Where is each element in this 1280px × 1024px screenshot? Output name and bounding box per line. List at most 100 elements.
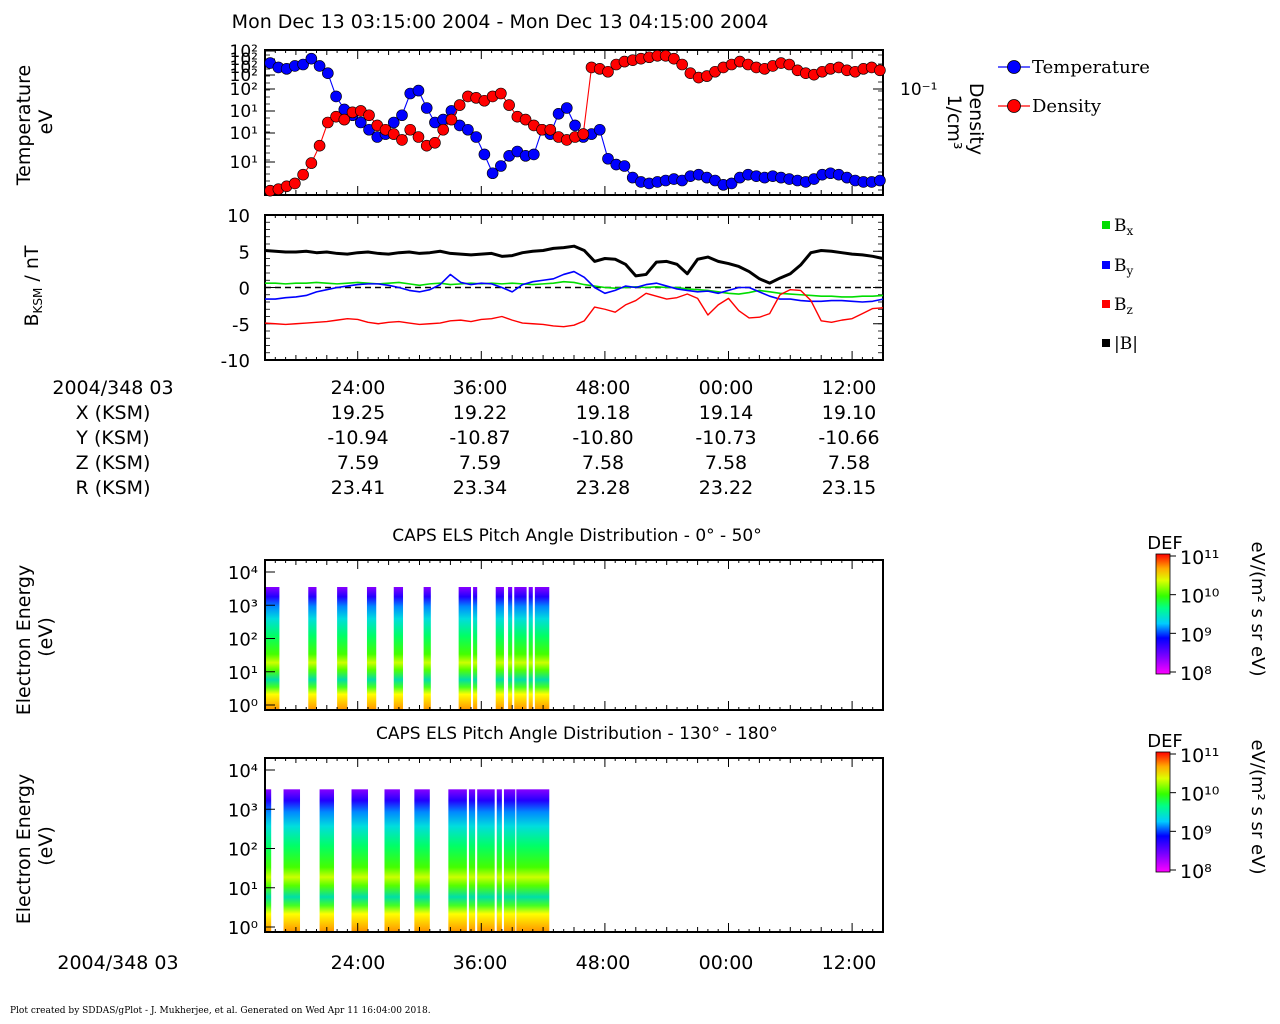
temperature-point xyxy=(322,67,334,79)
els-pad-0-50-ylabel: Electron Energy (eV) xyxy=(13,559,57,716)
els-pad-130-180-ylabel: Electron Energy (eV) xyxy=(13,768,57,925)
temperature-y-tick-label: 10² xyxy=(230,42,258,62)
mag-legend-label-sub: y xyxy=(1126,264,1134,278)
density-point xyxy=(668,52,680,65)
ephemeris-time-label: 00:00 xyxy=(699,377,754,399)
temperature-point xyxy=(387,116,400,129)
mag-legend-label-main: B xyxy=(1114,216,1127,236)
density-point xyxy=(305,157,318,169)
els-pad-0-50-ylabel-line2: (eV) xyxy=(35,617,57,657)
spectrogram-band xyxy=(384,789,400,931)
temperature-point xyxy=(593,123,606,136)
energy-y-tick-label: 10⁰ xyxy=(228,696,258,717)
footer-credit: Plot created by SDDAS/gPlot - J. Mukherj… xyxy=(10,1006,431,1016)
spectrogram-band xyxy=(468,789,476,931)
temperature-point xyxy=(462,123,474,136)
temperature-axis-label-line1: Temperature xyxy=(13,65,35,186)
temperature-y-tick-label: 10² xyxy=(230,80,258,100)
els-pad-0-50-ylabel-line1: Electron Energy xyxy=(13,565,35,716)
ephemeris-row-label: X (KSM) xyxy=(76,402,151,424)
legend-density-marker xyxy=(1007,99,1021,113)
ephemeris-start-label: 2004/348 03 xyxy=(52,377,173,399)
bottom-x-tick-label: 48:00 xyxy=(576,952,631,974)
density-point xyxy=(363,109,375,122)
temperature-point xyxy=(313,60,326,72)
spectrogram-band xyxy=(393,587,404,709)
density-axis-label: Density 1/cm³ xyxy=(943,83,987,161)
colorbar-tick-label: 10⁸ xyxy=(1180,861,1212,883)
ephemeris-value: 23.41 xyxy=(331,477,385,499)
colorbar-tick-label: 10¹¹ xyxy=(1180,745,1219,767)
els-pad-130-180-panel: CAPS ELS Pitch Angle Distribution - 130°… xyxy=(13,724,1268,939)
mag-line-by xyxy=(265,270,884,303)
density-point xyxy=(412,131,425,143)
temperature-y-tick-label: 10² xyxy=(230,66,258,86)
ephemeris-value: 7.59 xyxy=(459,452,501,474)
els-pad-0-50-x-ticks xyxy=(264,560,884,710)
spectrogram-band xyxy=(337,587,348,709)
els-pad-130-180-ylabel-line2: (eV) xyxy=(35,826,57,866)
density-point xyxy=(783,58,796,71)
temperature-point xyxy=(602,152,614,165)
temperature-point xyxy=(420,102,433,114)
density-y-tick-label: 10⁻¹ xyxy=(900,80,937,100)
ephemeris-value: 23.28 xyxy=(576,477,630,499)
mag-legend-label: Bx xyxy=(1114,216,1134,238)
ephemeris-value: 23.34 xyxy=(453,477,507,499)
spectrogram-band xyxy=(516,789,550,931)
density-point xyxy=(289,177,301,190)
legend-density-label: Density xyxy=(1032,96,1102,117)
spectrogram-band xyxy=(503,789,516,931)
spectrogram-band xyxy=(414,789,430,931)
colorbar-label: DEF xyxy=(1147,533,1183,554)
mag-legend-swatch xyxy=(1102,261,1110,269)
ephemeris-value: 7.58 xyxy=(582,452,624,474)
temperature-point xyxy=(725,177,738,190)
legend-temperature-label: Temperature xyxy=(1032,57,1150,78)
mag-legend-label: Bz xyxy=(1114,295,1133,317)
colorbar-tick-label: 10¹⁰ xyxy=(1180,586,1219,608)
mag-legend-label-sub: z xyxy=(1127,303,1133,317)
bottom-x-tick-label: 36:00 xyxy=(453,952,508,974)
spectrogram-band xyxy=(308,587,317,709)
colorbar-unit-label: eV/(m² s sr eV) xyxy=(1247,542,1268,677)
spectrogram-band xyxy=(423,587,431,709)
ephemeris-value: 23.15 xyxy=(822,477,876,499)
ephemeris-time-label: 12:00 xyxy=(822,377,877,399)
temperature-axis-label: Temperature eV xyxy=(13,59,57,186)
mag-legend-label-sub: x xyxy=(1127,224,1134,238)
ephemeris-time-label: 48:00 xyxy=(576,377,631,399)
energy-y-tick-label: 10¹ xyxy=(228,663,258,684)
ephemeris-value: 19.22 xyxy=(453,402,507,424)
density-point xyxy=(602,65,614,78)
temperature-point xyxy=(297,58,309,71)
ephemeris-value: 19.14 xyxy=(699,402,753,424)
els-pad-130-180-x-ticks xyxy=(264,758,884,932)
temperature-point xyxy=(470,131,482,143)
ephemeris-value: 19.10 xyxy=(822,402,876,424)
mag-legend-label: By xyxy=(1114,256,1134,278)
spectrogram-band xyxy=(366,587,377,709)
mag-y-tick-label: 10 xyxy=(227,206,250,227)
colorbar-tick-label: 10⁹ xyxy=(1180,624,1212,646)
energy-y-tick-label: 10² xyxy=(228,840,258,861)
colorbar-tick-label: 10¹⁰ xyxy=(1180,784,1219,806)
density-point xyxy=(313,139,326,152)
ephemeris-value: 19.25 xyxy=(331,402,385,424)
temperature-series xyxy=(264,52,886,191)
temperature-point xyxy=(330,90,342,103)
ephemeris-row-label: Z (KSM) xyxy=(76,452,151,474)
colorbar-unit-label: eV/(m² s sr eV) xyxy=(1247,740,1268,875)
ephemeris-value: 19.18 xyxy=(576,402,630,424)
density-point xyxy=(519,113,532,126)
density-point xyxy=(396,134,408,146)
spectrogram-band xyxy=(514,587,527,709)
energy-y-tick-label: 10³ xyxy=(228,800,258,821)
mag-legend-label: |B| xyxy=(1114,334,1138,354)
energy-y-tick-label: 10³ xyxy=(228,596,258,617)
temperature-point xyxy=(569,119,581,132)
temperature-y-tick-label: 10¹ xyxy=(230,102,258,122)
